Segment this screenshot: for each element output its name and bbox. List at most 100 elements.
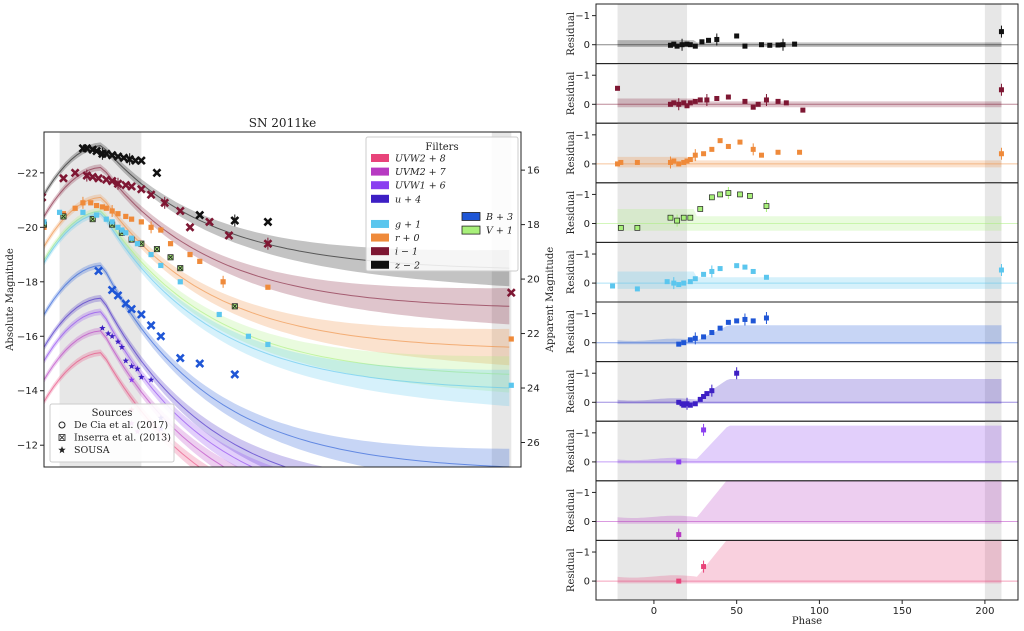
data-point [156,331,166,341]
residual-point [708,194,715,201]
data-point [131,156,140,166]
residual-point [684,103,690,109]
residual-point [755,101,761,107]
data-point [197,258,203,264]
data-point [506,288,516,298]
residual-panel: −1 0 Residual [566,301,1019,363]
y-axis-label: Residual [566,370,577,414]
residual-point [709,330,715,336]
data-point [128,376,135,383]
residual-point [667,101,673,107]
residual-band [617,40,1002,47]
residual-band [617,98,1002,108]
data-point [89,216,96,223]
residual-point [684,401,690,407]
shaded-phase-region [617,480,688,541]
chart-title: SN 2011ke [249,116,316,130]
residual-point [679,42,685,48]
legend-label: UVW2 + 8 [395,154,446,165]
residual-point [775,42,781,48]
data-point [105,330,112,337]
residual-point [734,263,740,269]
data-point [93,212,100,218]
model-band-6 [44,294,325,467]
x-axis-label: Phase [792,616,822,627]
x-tick-label: 0 [651,606,657,617]
residual-point [709,146,715,152]
residual-band [617,325,1002,345]
shaded-phase-region [984,4,1002,64]
y2-tick-label: 20 [527,275,540,286]
y-tick-label: −1 [575,369,590,380]
residual-panel: −1 0 Residual [566,420,1019,482]
residual-point [634,225,641,231]
legend-swatch [371,181,389,190]
shaded-phase-region [617,182,688,243]
residual-point [725,190,732,196]
residual-panel: −1 0 Residual [566,3,1019,65]
residual-point [687,402,693,408]
legend-label: i − 1 [395,247,418,258]
residual-point [704,97,710,103]
residual-point [704,391,710,397]
y-axis-label: Absolute Magnitude [5,248,16,352]
data-point [118,343,126,350]
y-tick-label: 0 [584,517,590,528]
data-point [136,310,146,319]
data-point [101,149,111,159]
y-tick-label: 0 [584,40,590,51]
data-point [18,304,23,309]
residual-panel: −1 0 Residual [566,480,1019,541]
data-point [115,224,121,230]
residual-point [634,159,640,165]
residual-point [717,325,723,331]
residual-band [617,480,1002,524]
residual-point [634,286,640,292]
model-band-4 [44,210,510,407]
data-point [60,213,67,220]
shaded-phase-region [617,4,688,64]
residual-point [709,388,715,394]
residual-point [701,427,707,433]
model-band-3 [44,207,510,393]
data-point [129,216,135,222]
legend-label: r + 0 [395,233,420,244]
data-point [147,376,155,383]
data-point [175,353,185,363]
residual-point [676,578,682,584]
data-point [59,173,68,183]
legend-label: z − 2 [394,260,420,271]
legend-swatch [371,167,389,176]
y-axis-label: Residual [566,489,577,533]
data-point [129,235,135,241]
data-point [103,216,109,222]
y-axis-label: Residual [566,548,577,592]
residual-point [671,100,677,106]
residual-point [706,37,712,43]
data-point [107,285,117,295]
residual-point [676,282,682,288]
residual-point [725,143,731,149]
residual-point [998,29,1004,35]
residual-point [692,401,698,407]
residual-point [681,100,687,106]
residual-panels: −10Residual−10Residual−10Residual−10Resi… [566,3,1019,627]
residual-point [742,43,748,49]
y-tick-label: 0 [584,219,590,230]
data-point [22,247,27,252]
data-point [127,182,137,191]
residual-point [758,152,764,158]
residual-point [737,139,743,145]
y-axis-label: Residual [566,310,577,354]
residual-point [676,459,682,465]
residual-point [701,151,707,157]
data-point [263,217,273,227]
residual-point [671,158,677,164]
data-point [92,146,102,156]
residual-point [697,396,703,402]
data-point [148,251,154,258]
residual-point [687,337,693,343]
data-point [70,168,80,178]
shaded-phase-region [617,242,688,302]
